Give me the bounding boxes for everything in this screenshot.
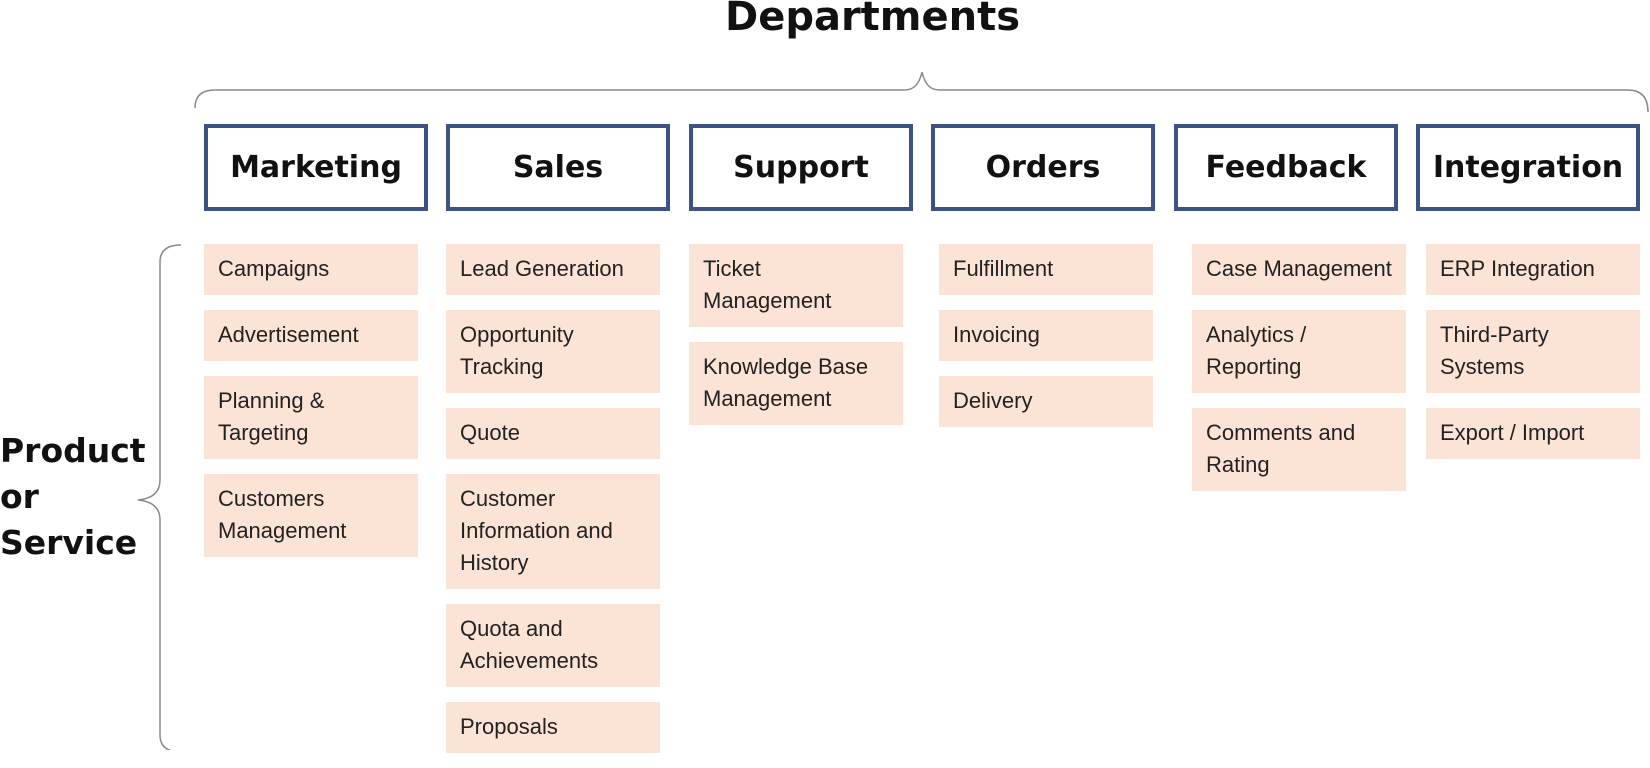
department-header: Orders: [931, 124, 1155, 211]
department-item: Export / Import: [1426, 408, 1640, 459]
department-item: Fulfillment: [939, 244, 1153, 295]
department-item-list: ERP Integration Third-Party Systems Export…: [1426, 244, 1640, 459]
department-item: Third-Party Systems: [1426, 310, 1640, 393]
department-item-list: Case Management Analytics / Reporting Comm…: [1192, 244, 1406, 491]
department-header: Sales: [446, 124, 670, 211]
department-column: Orders Fulfillment Invoicing Delivery: [931, 124, 1155, 442]
product-or-service-label: Product or Service: [0, 428, 146, 566]
department-item: Campaigns: [204, 244, 418, 295]
department-item: Quota and Achievements: [446, 604, 660, 687]
side-label-line: Service: [0, 523, 138, 562]
department-item-list: Ticket Management Knowledge Base Manageme…: [689, 244, 913, 425]
department-item-list: Fulfillment Invoicing Delivery: [939, 244, 1155, 427]
top-brace: [194, 71, 1649, 113]
department-item: Customer Information and History: [446, 474, 660, 589]
side-label-line: or: [0, 477, 39, 516]
department-column: Support Ticket Management Knowledge Base M…: [689, 124, 913, 440]
department-header: Support: [689, 124, 913, 211]
diagram-canvas: Departments Product or Service Marketing…: [0, 0, 1649, 753]
department-item: Proposals: [446, 702, 660, 753]
department-item: Opportunity Tracking: [446, 310, 660, 393]
department-item-list: Campaigns Advertisement Planning & Targeti…: [204, 244, 428, 557]
department-item: Ticket Management: [689, 244, 903, 327]
department-header: Feedback: [1174, 124, 1398, 211]
department-item: ERP Integration: [1426, 244, 1640, 295]
department-header: Marketing: [204, 124, 428, 211]
department-item: Knowledge Base Management: [689, 342, 903, 425]
department-item: Lead Generation: [446, 244, 660, 295]
department-item: Comments and Rating: [1192, 408, 1406, 491]
department-item: Customers Management: [204, 474, 418, 557]
department-item-list: Lead Generation Opportunity Tracking Quote…: [446, 244, 670, 753]
department-header: Integration: [1416, 124, 1640, 211]
department-item: Quote: [446, 408, 660, 459]
department-column: Feedback Case Management Analytics / Repor…: [1174, 124, 1406, 506]
department-item: Analytics / Reporting: [1192, 310, 1406, 393]
department-item: Invoicing: [939, 310, 1153, 361]
department-column: Sales Lead Generation Opportunity Tracking…: [446, 124, 670, 768]
department-item: Delivery: [939, 376, 1153, 427]
department-item: Advertisement: [204, 310, 418, 361]
diagram-title: Departments: [724, 0, 1021, 40]
department-item: Planning & Targeting: [204, 376, 418, 459]
side-label-line: Product: [0, 431, 146, 470]
department-column: Marketing Campaigns Advertisement Planning …: [204, 124, 428, 572]
department-item: Case Management: [1192, 244, 1406, 295]
department-column: Integration ERP Integration Third-Party Sy…: [1416, 124, 1640, 474]
